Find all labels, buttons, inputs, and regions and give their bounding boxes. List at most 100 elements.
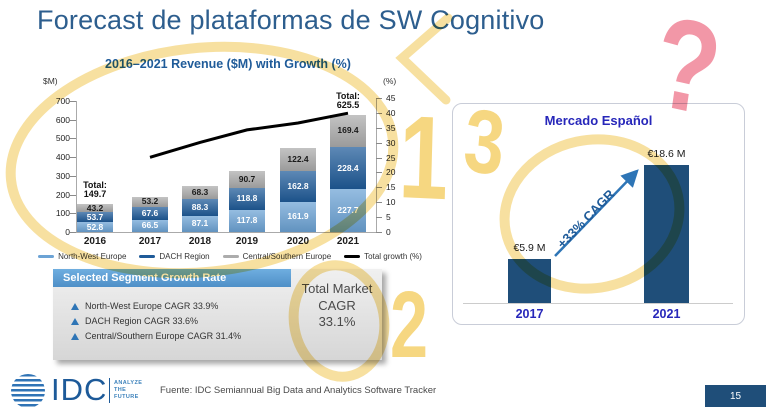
idc-logo-text: IDC [51,372,108,407]
spain-year-label: 2021 [652,307,681,321]
right-tick-mark [376,98,382,99]
bar-segment: 162.8 [280,171,316,202]
bar-value-label: 161.9 [287,211,309,222]
right-tick-mark [376,217,382,219]
bar-value-label: 162.8 [287,180,309,191]
bar-value-label: 169.4 [337,125,359,136]
legend-marker-icon [38,255,55,258]
legend-marker-icon [344,255,361,258]
x-category-label: 2020 [286,236,310,247]
bar-value-label: 66.5 [141,220,159,231]
bar-segment: 90.7 [229,170,265,188]
right-tick-label: 20 [386,167,396,178]
right-tick-mark [376,142,382,144]
left-tick-mark [70,119,76,121]
bar-segment: 87.1 [182,215,218,232]
right-tick-mark [376,112,382,114]
bar-segment: 68.3 [182,186,218,200]
legend-item: Total growth (%) [344,252,422,261]
right-tick-label: 30 [386,137,396,148]
bar-segment: 52.8 [77,222,113,232]
bar-segment: 117.8 [229,209,265,232]
left-tick-mark [70,138,76,140]
growth-item-label: North-West Europe CAGR 33.9% [85,301,219,311]
growth-item-label: DACH Region CAGR 33.6% [85,316,199,326]
bar-value-label: 122.4 [287,154,309,165]
bar-segment: 88.3 [182,199,218,216]
right-tick-label: 25 [386,152,396,163]
page-number-badge: 15 [705,385,766,407]
right-tick-label: 15 [386,182,396,193]
left-tick-label: 500 [55,133,70,144]
cagr-label: +33% CAGR [554,186,618,251]
left-tick-mark [70,232,76,233]
bar-value-label: 53.7 [86,211,104,222]
left-tick-label: 600 [55,114,70,125]
bar-segment: 67.6 [132,206,168,220]
bar-segment: 53.7 [77,211,113,223]
bar-value-label: 117.8 [236,215,258,226]
triangle-bullet-icon [71,332,79,340]
total-market-cagr: Total Market CAGR 33.1% [301,281,373,329]
growth-box-header: Selected Segment Growth Rate [53,269,291,287]
bar-segment: 118.8 [229,187,265,210]
right-tick-mark [376,157,382,159]
left-tick-label: 100 [55,208,70,219]
right-tick-label: 5 [386,212,391,223]
left-tick-label: 300 [55,170,70,181]
bar-value-label: 118.8 [236,193,258,204]
legend-marker-icon [222,255,239,258]
spain-axis-line [463,303,733,304]
bar-segment: 228.4 [330,146,366,190]
legend-label: Central/Southern Europe [242,252,332,261]
triangle-bullet-icon [71,302,79,310]
right-tick-label: 35 [386,122,396,133]
legend-item: Central/Southern Europe [222,252,332,261]
bar-segment: 227.7 [330,189,366,232]
main-chart-plot: 0 100 200 300 400 500 600 700 0 5 10 15 20 25 30 35 40 45… [0,0,430,270]
left-tick-mark [70,157,76,159]
slide-title: Forecast de plataformas de SW Cognitivo [37,5,545,35]
x-category-label: 2019 [235,236,259,247]
right-tick-label: 40 [386,107,396,118]
x-category-label: 2017 [138,236,162,247]
growth-item: North-West Europe CAGR 33.9% [71,301,218,311]
right-tick-mark [376,187,382,189]
growth-item-label: Central/Southern Europe CAGR 31.4% [85,331,242,341]
right-tick-mark [376,232,382,233]
bar-value-label: 88.3 [191,201,209,212]
legend-label: DACH Region [159,252,210,261]
bar-segment: 43.2 [77,203,113,213]
idc-tagline: ANALYZE THE FUTURE [114,380,143,400]
right-tick-mark [376,202,382,204]
left-tick-mark [70,213,76,215]
cagr-arrow: +33% CAGR [554,169,639,257]
legend-label: Total growth (%) [364,252,422,261]
left-tick-label: 700 [55,96,70,106]
x-category-label: 2021 [336,236,360,247]
annotation-digit-2: 2 [390,271,428,378]
bar-segment: 66.5 [132,219,168,232]
bar-value-label: 53.2 [141,196,159,207]
left-tick-label: 0 [65,227,70,237]
spain-market-card: Mercado Español €5.9 M 2017 €18.6 M 2021 +3… [452,103,745,325]
bar-value-label: 87.1 [191,218,209,229]
bar-segment: 122.4 [280,148,316,172]
idc-globe-icon [11,374,45,408]
right-tick-label: 45 [386,93,396,103]
bar-value-label: 90.7 [238,173,256,184]
legend-item: North-West Europe [38,252,126,261]
left-tick-label: 400 [55,152,70,163]
bar-value-label: 67.6 [141,207,159,218]
bar-total-label: Total: 149.7 [83,179,107,200]
bar-total-label: Total: 625.5 [336,90,360,111]
source-text: Fuente: IDC Semiannual Big Data and Anal… [160,385,437,396]
bar-value-label: 228.4 [337,162,359,173]
bar-value-label: 227.7 [337,205,359,216]
growth-item: Central/Southern Europe CAGR 31.4% [71,331,241,341]
x-category-label: 2018 [188,236,212,247]
legend-label: North-West Europe [58,252,127,261]
x-axis [76,232,382,233]
legend-marker-icon [139,255,156,258]
